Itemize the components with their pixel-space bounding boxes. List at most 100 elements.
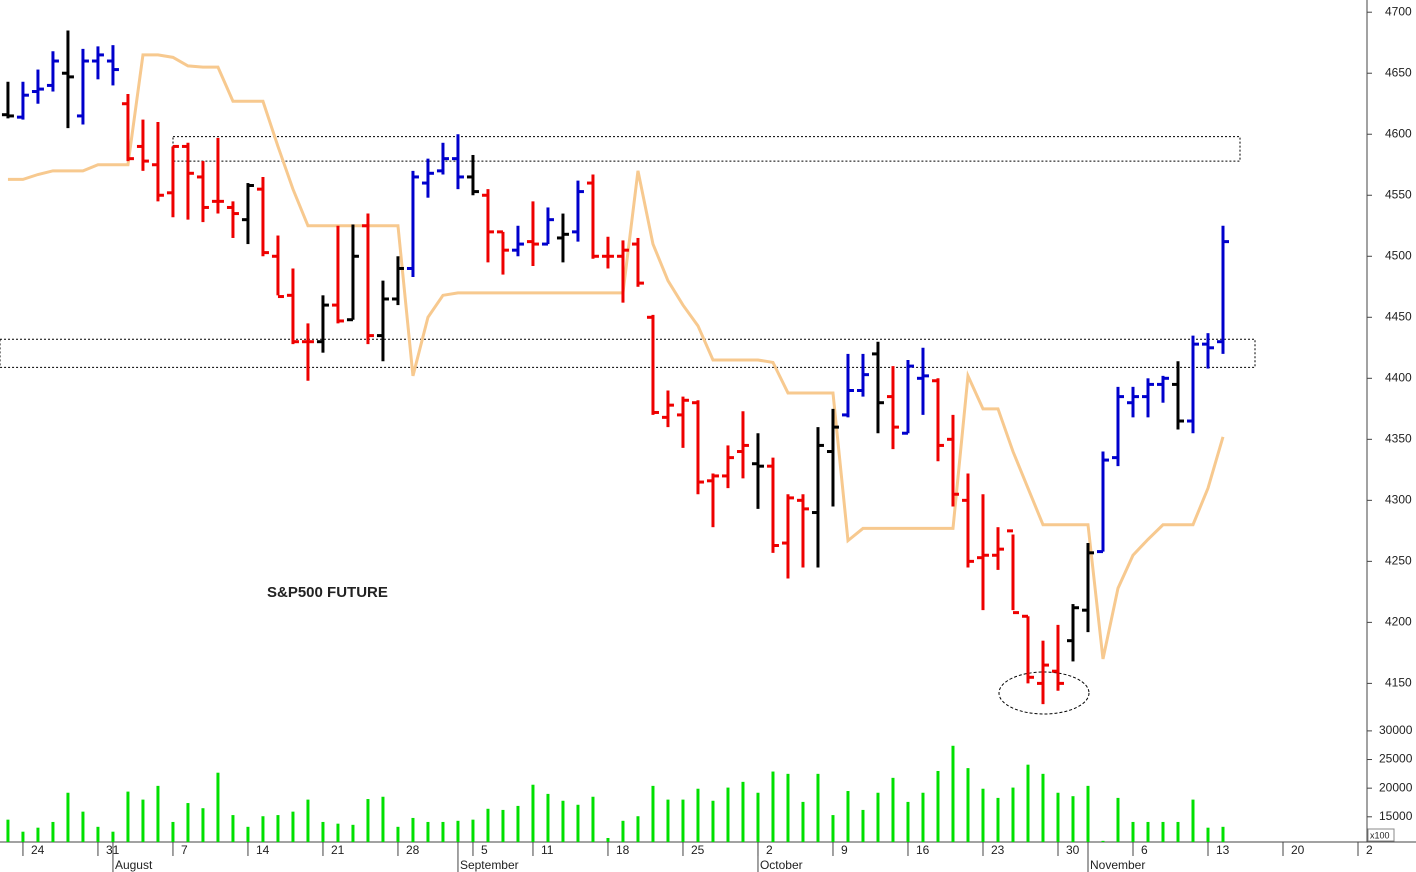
volume-bar: [36, 827, 40, 842]
volume-bar: [726, 787, 730, 842]
volume-bar: [981, 788, 985, 842]
volume-bar: [591, 796, 595, 842]
month-label: November: [1090, 858, 1145, 872]
volume-bar: [921, 792, 925, 842]
volume-bar: [456, 820, 460, 842]
volume-bar: [1086, 785, 1090, 842]
x-tick-label: 11: [541, 843, 554, 857]
volume-bar: [471, 819, 475, 842]
volume-bar: [816, 773, 820, 842]
x-tick-label: 25: [691, 843, 705, 857]
month-label: August: [115, 858, 153, 872]
volume-bar: [306, 799, 310, 842]
volume-bar: [786, 773, 790, 842]
volume-tick-label: 30000: [1379, 723, 1413, 737]
volume-bar: [411, 817, 415, 842]
volume-bar: [606, 837, 610, 842]
month-label: September: [460, 858, 519, 872]
y-tick-label: 4350: [1385, 431, 1412, 445]
volume-bar: [756, 792, 760, 842]
x-tick-label: 2: [1366, 843, 1373, 857]
volume-tick-label: 20000: [1379, 780, 1413, 794]
volume-bar: [276, 815, 280, 842]
volume-bar: [1056, 792, 1060, 842]
volume-bar: [936, 770, 940, 842]
volume-bar: [1131, 821, 1135, 842]
price-zone: [0, 338, 1256, 368]
volume-bar: [486, 808, 490, 842]
y-tick-label: 4150: [1385, 676, 1412, 690]
volume-bar: [1026, 764, 1030, 842]
x-tick-label: 18: [616, 843, 630, 857]
volume-bar: [1176, 821, 1180, 842]
volume-bar: [711, 800, 715, 842]
volume-bar: [141, 799, 145, 842]
x-tick-label: 16: [916, 843, 930, 857]
y-tick-label: 4200: [1385, 615, 1412, 629]
volume-bar: [171, 821, 175, 842]
volume-bar: [846, 791, 850, 842]
volume-bar: [621, 820, 625, 842]
y-tick-label: 4650: [1385, 65, 1412, 79]
x-tick-label: 7: [181, 843, 188, 857]
price-zone: [172, 136, 1241, 162]
volume-bar: [336, 823, 340, 842]
y-tick-label: 4300: [1385, 493, 1412, 507]
volume-bar: [1221, 826, 1225, 842]
y-tick-label: 4400: [1385, 370, 1412, 384]
volume-tick-label: 25000: [1379, 752, 1413, 766]
y-tick-label: 4250: [1385, 554, 1412, 568]
volume-bar: [1146, 821, 1150, 842]
volume-bar: [501, 809, 505, 842]
volume-bar: [126, 791, 130, 842]
volume-bar: [81, 811, 85, 842]
volume-bar: [876, 792, 880, 842]
volume-bar: [111, 831, 115, 842]
volume-bar: [201, 808, 205, 842]
y-tick-label: 4500: [1385, 248, 1412, 262]
volume-bar: [66, 792, 70, 842]
volume-bar: [231, 815, 235, 842]
volume-bar: [696, 788, 700, 842]
volume-bar: [651, 785, 655, 842]
x-tick-label: 5: [481, 843, 488, 857]
y-tick-label: 4550: [1385, 187, 1412, 201]
x-tick-label: 14: [256, 843, 270, 857]
volume-unit: x100: [1370, 830, 1390, 840]
volume-bar: [636, 816, 640, 842]
volume-bar: [6, 819, 10, 842]
volume-bar: [1101, 840, 1105, 842]
volume-bar: [426, 821, 430, 842]
volume-bar: [906, 801, 910, 842]
volume-bar: [1191, 799, 1195, 842]
volume-bar: [291, 811, 295, 842]
volume-bar: [951, 745, 955, 842]
volume-bar: [741, 781, 745, 842]
x-tick-label: 20: [1291, 843, 1305, 857]
volume-bar: [351, 824, 355, 842]
volume-bar: [561, 800, 565, 842]
volume-bar: [186, 803, 190, 842]
volume-bar: [321, 821, 325, 842]
volume-bar: [381, 796, 385, 842]
volume-bar: [1011, 787, 1015, 842]
volume-bar: [21, 831, 25, 842]
stop-line: [7, 53, 1225, 660]
x-tick-label: 9: [841, 843, 848, 857]
y-tick-label: 4700: [1385, 4, 1412, 18]
volume-bar: [396, 826, 400, 842]
volume-bar: [576, 804, 580, 842]
volume-bar: [966, 768, 970, 842]
volume-bar: [261, 816, 265, 842]
x-tick-label: 24: [31, 843, 45, 857]
volume-bar: [666, 799, 670, 842]
volume-bar: [771, 771, 775, 842]
volume-bar: [246, 826, 250, 842]
y-tick-label: 4450: [1385, 309, 1412, 323]
volume-bar: [96, 826, 100, 842]
volume-bar: [1041, 773, 1045, 842]
volume-bar: [996, 797, 1000, 842]
volume-bar: [1071, 796, 1075, 842]
